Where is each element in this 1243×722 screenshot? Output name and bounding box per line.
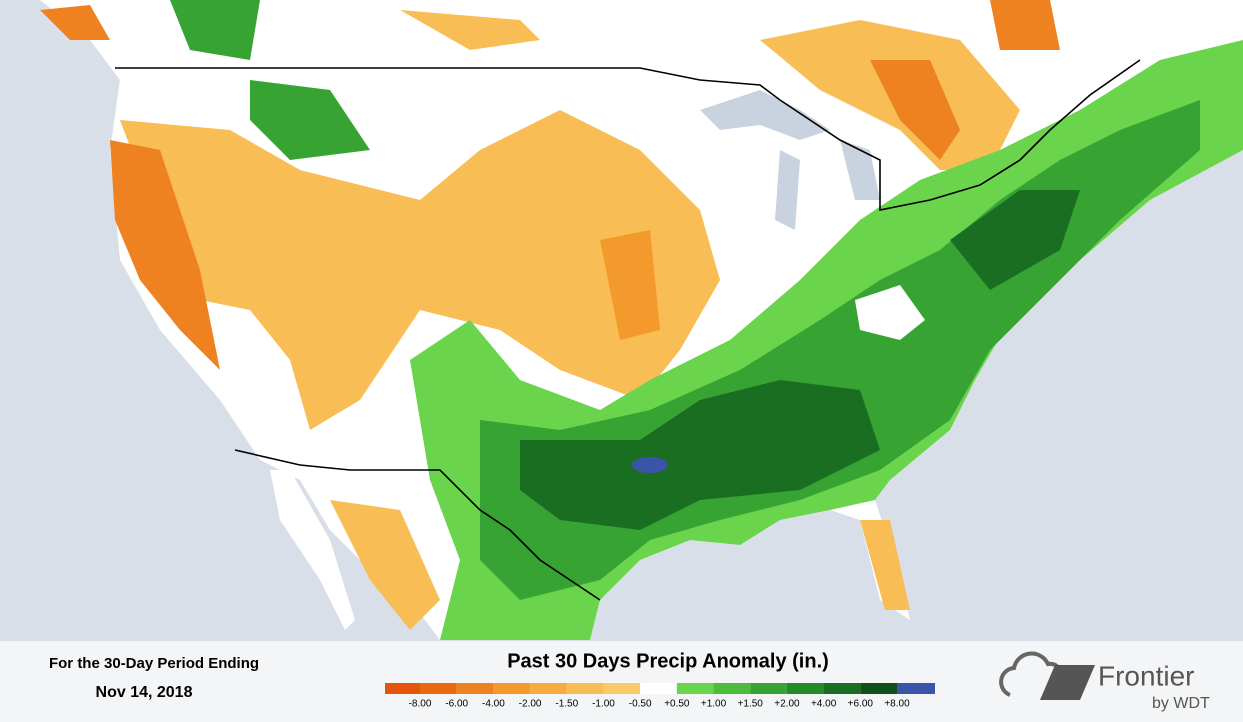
logo-byline: by WDT [1152, 695, 1210, 712]
dry-core [870, 60, 960, 160]
us-mexico-border [234, 449, 601, 601]
legend-label: -4.00 [482, 699, 505, 710]
dry-anomaly [40, 0, 1060, 630]
us-canada-border [115, 59, 1141, 211]
legend-label: +2.00 [774, 699, 800, 710]
legend-swatch [897, 683, 935, 694]
legend-label: +1.00 [701, 699, 727, 710]
legend-label: -8.00 [409, 699, 432, 710]
wet-extreme [632, 457, 668, 473]
great-lakes [700, 90, 975, 240]
legend-swatch [566, 683, 604, 694]
logo: Frontier by WDT [999, 651, 1210, 712]
legend-swatch [786, 683, 824, 694]
period-date: Nov 14, 2018 [96, 684, 193, 701]
legend-swatch [493, 683, 531, 694]
legend-swatch [860, 683, 897, 694]
legend-label: +0.50 [664, 699, 690, 710]
legend-swatch [456, 683, 494, 694]
legend-label: +4.00 [811, 699, 837, 710]
legend-swatch [676, 683, 714, 694]
wet-anomaly [170, 0, 1243, 640]
legend-label: -2.00 [519, 699, 542, 710]
logo-panel [1040, 665, 1095, 700]
dry-area [330, 500, 440, 630]
period-label: For the 30-Day Period Ending [49, 655, 259, 672]
logo-name: Frontier [1098, 660, 1194, 691]
legend-swatch [420, 683, 457, 694]
dry-area [860, 520, 910, 610]
map [0, 0, 1243, 640]
legend-label: -1.00 [592, 699, 615, 710]
legend-label: +8.00 [884, 699, 910, 710]
legend-swatch [385, 683, 420, 694]
legend-swatch [750, 683, 787, 694]
borders [115, 59, 1141, 601]
baja [270, 470, 355, 630]
dry-area [400, 10, 540, 50]
legend-label: +1.50 [738, 699, 764, 710]
dry-core [600, 230, 660, 340]
dry-area [120, 110, 720, 430]
wet-core [520, 380, 880, 530]
legend: -8.00 -6.00 -4.00 -2.00 -1.50 -1.00 -0.50 +0.50… [385, 683, 935, 710]
legend-swatch [603, 683, 641, 694]
dry-gap [855, 285, 925, 340]
legend-swatch [530, 683, 567, 694]
legend-label: -1.50 [555, 699, 578, 710]
legend-swatch [640, 683, 677, 694]
map-title: Past 30 Days Precip Anomaly (in.) [507, 650, 829, 672]
legend-label: -0.50 [629, 699, 652, 710]
legend-label: +6.00 [848, 699, 874, 710]
dry-core [110, 140, 220, 370]
wet-core [950, 190, 1080, 290]
legend-swatch [823, 683, 861, 694]
legend-swatch [713, 683, 751, 694]
legend-label: -6.00 [445, 699, 468, 710]
wet-area [170, 0, 370, 160]
logo-cloud [999, 651, 1065, 697]
